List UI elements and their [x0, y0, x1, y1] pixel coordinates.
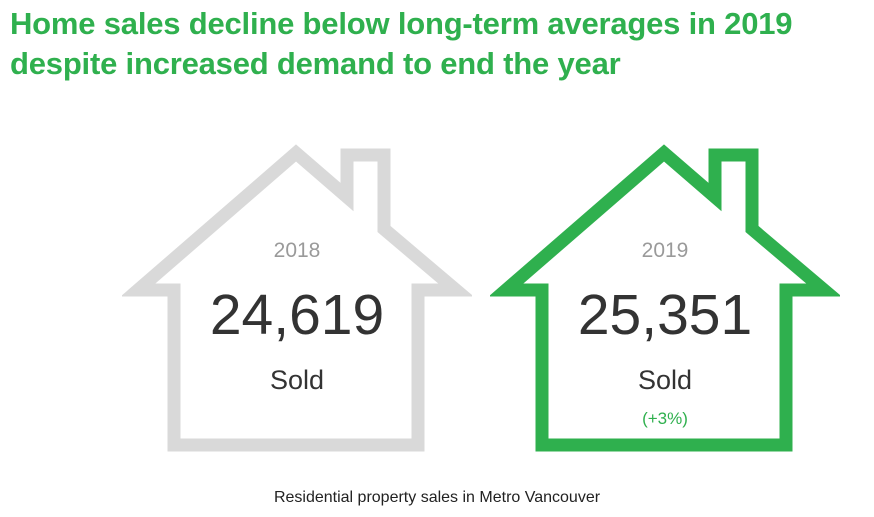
unit-label: Sold: [637, 365, 693, 395]
year-label: 2018: [273, 239, 321, 262]
house-card-2018: 2018 24,619 Sold: [122, 140, 472, 460]
house-outline-icon: [490, 144, 840, 452]
year-label: 2019: [641, 239, 689, 262]
change-label: (+3%): [642, 409, 688, 428]
house-card-2019: 2019 25,351 Sold (+3%): [490, 140, 840, 460]
house-outline-icon: [122, 144, 472, 452]
sales-value: 25,351: [577, 283, 753, 347]
unit-label: Sold: [269, 365, 325, 395]
headline: Home sales decline below long-term avera…: [10, 6, 793, 81]
caption: Residential property sales in Metro Vanc…: [273, 489, 601, 506]
sales-value: 24,619: [209, 283, 385, 347]
